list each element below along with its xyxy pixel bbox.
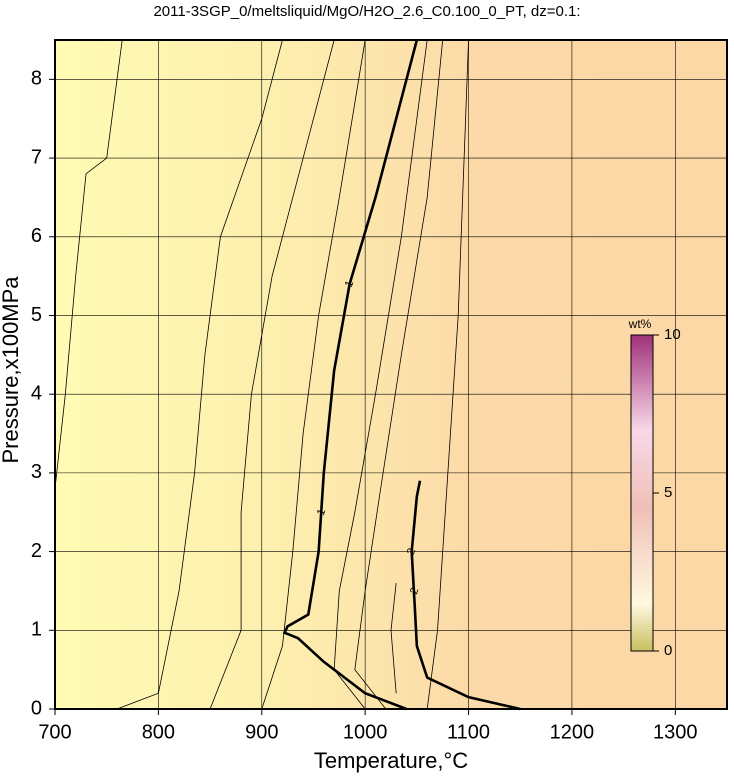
y-tick-label: 6: [31, 225, 42, 247]
contour-line: [116, 39, 283, 710]
x-tick-label: 1300: [653, 721, 698, 743]
x-tick-label: 1000: [343, 721, 388, 743]
y-tick-label: 4: [31, 382, 42, 404]
y-tick-label: 3: [31, 461, 42, 483]
contour-label: 2: [408, 586, 421, 596]
colorbar-tick-label: 5: [664, 484, 672, 501]
x-tick-label: 1100: [447, 721, 490, 743]
colorbar-tick-label: 0: [664, 642, 672, 659]
colorbar: [630, 334, 654, 652]
x-tick-label: 800: [142, 721, 175, 743]
contour-line: [54, 39, 123, 489]
chart-title: 2011-3SGP_0/meltsliquid/MgO/H2O_2.6_C0.1…: [153, 3, 580, 20]
contour-label: 1: [315, 507, 328, 517]
contour-line: [426, 39, 469, 710]
x-tick-label: 900: [245, 721, 278, 743]
contour-line: [333, 39, 428, 710]
colorbar-tick-label: 10: [664, 326, 681, 343]
contour-line: [261, 39, 366, 710]
y-tick-label: 0: [31, 697, 42, 719]
x-tick-label: 700: [38, 721, 71, 743]
y-tick-label: 8: [31, 68, 42, 90]
contour-line: [410, 480, 521, 711]
contour-line: [282, 39, 419, 711]
contour-line: [209, 39, 335, 710]
plot-frame: [54, 39, 728, 710]
plot-background: [55, 40, 727, 709]
y-tick-label: 7: [31, 146, 42, 168]
y-tick-label: 1: [31, 619, 42, 641]
y-tick-label: 2: [31, 540, 42, 562]
colorbar-label: wt%: [628, 317, 652, 331]
contour-line: [390, 583, 397, 694]
contour-line: [354, 39, 444, 710]
x-tick-label: 1200: [550, 721, 595, 743]
y-tick-label: 5: [31, 304, 42, 326]
contour-label: 2: [405, 547, 418, 557]
y-axis-label: Pressure,x100MPa: [0, 276, 23, 464]
x-axis-label: Temperature,°C: [314, 748, 468, 773]
plot-area: 1 1 2 2: [54, 39, 727, 711]
contour-label: 1: [343, 279, 356, 289]
